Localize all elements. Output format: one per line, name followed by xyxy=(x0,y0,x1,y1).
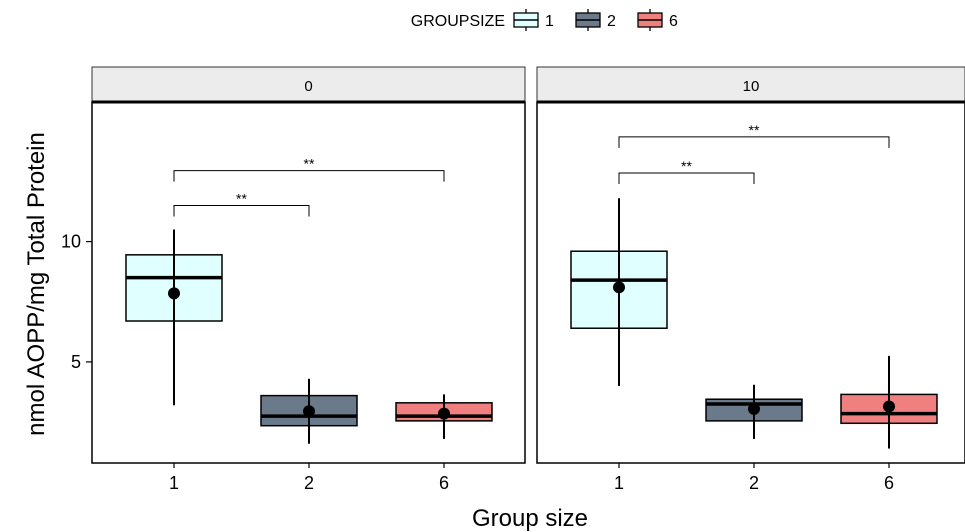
box-group-1 xyxy=(125,229,223,406)
x-tick-label: 6 xyxy=(439,473,449,493)
significance-label: ** xyxy=(681,158,692,174)
x-tick-label: 2 xyxy=(749,473,759,493)
significance-line xyxy=(173,170,445,182)
legend: GROUPSIZE 1 2 6 xyxy=(411,9,678,31)
box-group-6 xyxy=(840,355,938,449)
x-axis-title: Group size xyxy=(472,505,588,532)
y-tick-label: 10 xyxy=(61,232,81,252)
significance-label: ** xyxy=(749,122,760,138)
facet-panel-0: 0 ** ** 1 2 6 xyxy=(91,66,526,493)
legend-label-2: 2 xyxy=(607,13,616,30)
significance-bracket: ** xyxy=(173,156,445,182)
legend-label-1: 1 xyxy=(545,13,554,30)
box-group-6 xyxy=(395,394,493,439)
box-group-1 xyxy=(570,198,668,386)
x-tick-label: 6 xyxy=(884,473,894,493)
significance-label: ** xyxy=(304,156,315,172)
facet-panels: 0 ** ** 1 2 6 10 ** ** 1 2 6 xyxy=(91,66,965,493)
box-group-2 xyxy=(260,378,358,444)
facet-strip xyxy=(536,66,965,103)
facet-panel-10: 10 ** ** 1 2 6 xyxy=(536,66,965,493)
legend-key-2 xyxy=(575,9,601,31)
legend-key-1 xyxy=(513,9,539,31)
box-mean-point xyxy=(303,405,315,418)
facet-strip-label: 0 xyxy=(304,78,312,95)
legend-key-6 xyxy=(637,9,663,31)
y-axis-title: nmol AOPP/mg Total Protein xyxy=(23,132,50,436)
x-tick-label: 2 xyxy=(304,473,314,493)
y-tick-label: 5 xyxy=(71,352,81,372)
plot-panel-border xyxy=(536,101,965,464)
box-mean-point xyxy=(613,281,625,294)
box-mean-point xyxy=(168,287,180,300)
significance-line xyxy=(618,136,890,148)
legend-items: 1 2 6 xyxy=(513,9,678,31)
legend-title: GROUPSIZE xyxy=(411,13,505,30)
box-mean-point xyxy=(748,402,760,415)
x-tick-label: 1 xyxy=(169,473,179,493)
significance-bracket: ** xyxy=(173,190,310,217)
significance-line xyxy=(173,204,310,217)
significance-line xyxy=(618,172,755,184)
box-mean-point xyxy=(883,400,895,413)
box-mean-point xyxy=(438,407,450,420)
significance-bracket: ** xyxy=(618,158,755,184)
significance-label: ** xyxy=(236,190,247,206)
significance-bracket: ** xyxy=(618,122,890,148)
box-group-2 xyxy=(705,384,803,439)
legend-label-6: 6 xyxy=(669,13,678,30)
facet-strip xyxy=(91,66,526,103)
x-tick-label: 1 xyxy=(614,473,624,493)
y-axis: 5 10 xyxy=(61,232,92,372)
facet-strip-label: 10 xyxy=(743,78,760,95)
